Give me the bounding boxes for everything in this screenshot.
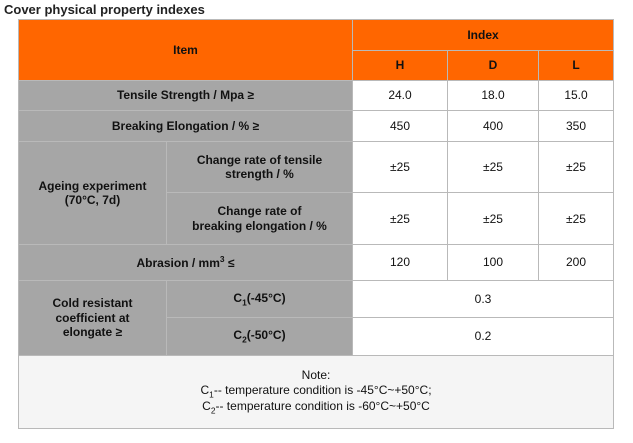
note-line2-sub: 2 bbox=[210, 405, 216, 416]
item-header: Item bbox=[18, 19, 353, 81]
breaking-row: Breaking Elongation / % ≥ 450 400 350 bbox=[18, 109, 615, 143]
cold-c1-main: C bbox=[233, 290, 243, 305]
abrasion-h: 120 bbox=[352, 244, 448, 281]
note-line2-main: C bbox=[202, 399, 211, 414]
ageing-tensile-line1: Change rate of tensile bbox=[196, 152, 323, 167]
ageing-tensile-l: ±25 bbox=[537, 141, 615, 194]
header-row-2: H D L bbox=[19, 50, 615, 81]
ageing-label: Ageing experiment (70°C, 7d) bbox=[18, 141, 167, 246]
abrasion-d: 100 bbox=[447, 244, 539, 281]
tensile-d: 18.0 bbox=[447, 79, 539, 111]
note-line1: C1-- temperature condition is -45°C~+50°… bbox=[200, 382, 432, 400]
note-line1-sub: 1 bbox=[209, 389, 214, 400]
grade-d-header: D bbox=[447, 50, 539, 81]
ageing-row-2: Change rate of breaking elongation / % ±… bbox=[19, 192, 615, 246]
ageing-tensile-h: ±25 bbox=[352, 141, 448, 194]
cold-label-line3: elongate ≥ bbox=[62, 325, 123, 340]
cold-c2-value: 0.2 bbox=[351, 317, 615, 356]
abrasion-label-suffix: ≤ bbox=[224, 256, 235, 271]
grade-l-header: L bbox=[537, 50, 615, 81]
cold-label-line1: Cold resistant bbox=[52, 296, 133, 311]
breaking-h: 450 bbox=[352, 109, 448, 143]
abrasion-row: Abrasion / mm3 ≤ 120 100 200 bbox=[18, 244, 615, 281]
cold-c1-sub: 1 bbox=[242, 297, 247, 308]
cold-c1-label: C1(-45°C) bbox=[166, 279, 353, 319]
cold-row-1: Cold resistant coefficient at elongate ≥… bbox=[18, 279, 615, 356]
note-row: Note: C1-- temperature condition is -45°… bbox=[17, 354, 615, 430]
ageing-breaking-line2: breaking elongation / % bbox=[192, 218, 327, 233]
ageing-row-1: Ageing experiment (70°C, 7d) Change rate… bbox=[18, 141, 615, 246]
cold-row-2: C2(-50°C) 0.2 bbox=[19, 317, 615, 356]
cold-label: Cold resistant coefficient at elongate ≥ bbox=[18, 279, 167, 356]
ageing-label-line2: (70°C, 7d) bbox=[64, 193, 121, 208]
note-line2-rest: -- temperature condition is -60°C~+50°C bbox=[215, 399, 430, 414]
note-heading: Note: bbox=[301, 368, 331, 383]
cold-c1-value: 0.3 bbox=[351, 279, 615, 319]
property-table: Item Index H D L Tensile Strength / Mpa … bbox=[17, 18, 615, 430]
abrasion-l: 200 bbox=[537, 244, 615, 281]
breaking-l: 350 bbox=[537, 109, 615, 143]
note-cell: Note: C1-- temperature condition is -45°… bbox=[17, 354, 615, 430]
header-row-1: Item Index bbox=[18, 18, 615, 81]
page-title: Cover physical property indexes bbox=[4, 2, 205, 17]
ageing-tensile-label: Change rate of tensile strength / % bbox=[166, 141, 353, 194]
index-header: Index bbox=[351, 18, 615, 52]
note-line2: C2-- temperature condition is -60°C~+50°… bbox=[202, 399, 430, 416]
cold-c2-rest: (-50°C) bbox=[246, 328, 286, 343]
ageing-breaking-l: ±25 bbox=[537, 192, 615, 246]
ageing-breaking-h: ±25 bbox=[352, 192, 448, 246]
note-line1-main: C bbox=[200, 382, 210, 397]
ageing-breaking-label: Change rate of breaking elongation / % bbox=[166, 192, 353, 246]
abrasion-label: Abrasion / mm3 ≤ bbox=[18, 244, 353, 281]
tensile-row: Tensile Strength / Mpa ≥ 24.0 18.0 15.0 bbox=[18, 79, 615, 111]
note-line1-rest: -- temperature condition is -45°C~+50°C; bbox=[213, 382, 432, 397]
cold-label-line2: coefficient at bbox=[55, 310, 130, 325]
ageing-tensile-line2: strength / % bbox=[225, 167, 294, 182]
cold-c2-main: C bbox=[233, 328, 243, 343]
tensile-h: 24.0 bbox=[352, 79, 448, 111]
grade-h-header: H bbox=[352, 50, 448, 81]
tensile-l: 15.0 bbox=[537, 79, 615, 111]
ageing-breaking-line1: Change rate of bbox=[217, 204, 302, 219]
cold-c2-sub: 2 bbox=[242, 334, 247, 345]
ageing-tensile-d: ±25 bbox=[447, 141, 539, 194]
breaking-d: 400 bbox=[447, 109, 539, 143]
tensile-label: Tensile Strength / Mpa ≥ bbox=[18, 79, 353, 111]
ageing-breaking-d: ±25 bbox=[447, 192, 539, 246]
cold-c2-label: C2(-50°C) bbox=[166, 317, 353, 356]
ageing-label-line1: Ageing experiment bbox=[38, 178, 147, 193]
cold-c1-rest: (-45°C) bbox=[246, 290, 286, 305]
breaking-label: Breaking Elongation / % ≥ bbox=[18, 109, 353, 143]
abrasion-label-prefix: Abrasion / mm bbox=[136, 256, 220, 271]
abrasion-label-sup: 3 bbox=[219, 254, 225, 265]
